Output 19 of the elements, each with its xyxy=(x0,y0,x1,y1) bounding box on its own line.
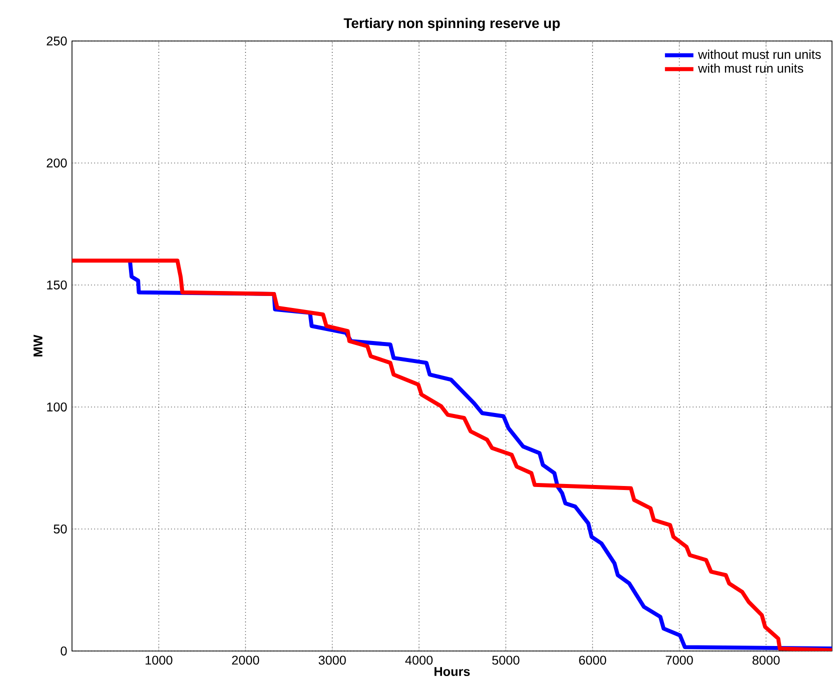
x-tick-label: 2000 xyxy=(232,656,260,665)
x-tick-label: 7000 xyxy=(666,656,693,665)
y-axis-title: MW xyxy=(34,334,42,356)
x-tick-label: 1000 xyxy=(146,656,172,665)
chart-title: Tertiary non spinning reserve up xyxy=(344,18,560,31)
legend-label: without must run units xyxy=(698,50,821,59)
legend-label: with must run units xyxy=(698,63,804,73)
y-tick-label: 200 xyxy=(46,158,67,168)
y-tick-label: 150 xyxy=(47,280,67,290)
y-tick-label: 0 xyxy=(60,646,67,656)
x-tick-label: 3000 xyxy=(318,656,346,665)
y-tick-label: 250 xyxy=(46,36,67,46)
x-tick-label: 8000 xyxy=(752,656,780,665)
x-axis-title: Hours xyxy=(434,667,470,676)
x-tick-label: 4000 xyxy=(405,656,433,665)
x-tick-label: 6000 xyxy=(579,656,606,665)
x-tick-label: 5000 xyxy=(492,656,520,665)
y-tick-label: 50 xyxy=(54,524,67,534)
y-tick-label: 100 xyxy=(47,402,67,412)
